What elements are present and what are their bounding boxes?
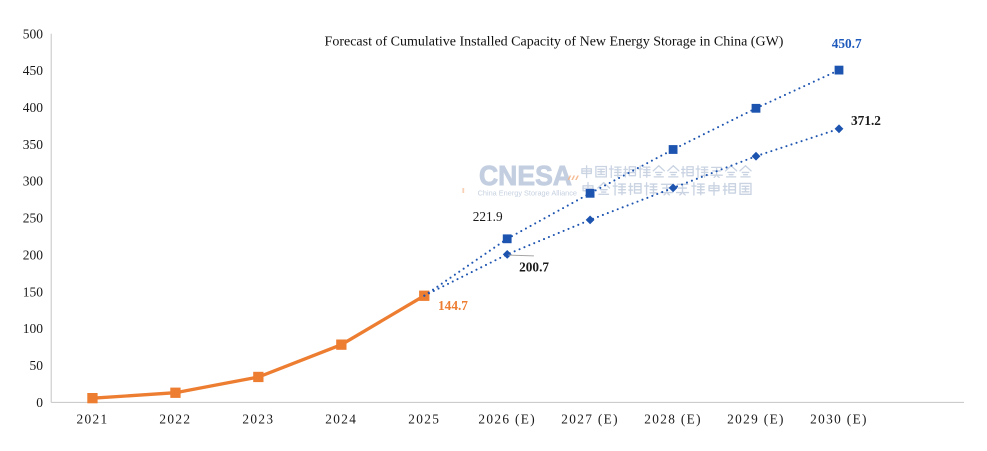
svg-text:100: 100 (23, 321, 44, 336)
svg-text:150: 150 (23, 284, 44, 299)
svg-text:221.9: 221.9 (473, 209, 503, 224)
svg-text:450.7: 450.7 (832, 36, 862, 51)
svg-text:200: 200 (23, 248, 44, 263)
svg-text:Forecast of Cumulative Install: Forecast of Cumulative Installed Capacit… (325, 34, 784, 49)
svg-text:2026 (E): 2026 (E) (478, 411, 536, 426)
svg-text:2023: 2023 (242, 411, 274, 426)
svg-text:2028 (E): 2028 (E) (644, 411, 702, 426)
svg-text:350: 350 (23, 137, 44, 152)
svg-text:China Energy Storage Alliance: China Energy Storage Alliance (478, 188, 577, 197)
svg-text:500: 500 (23, 26, 44, 41)
svg-text:0: 0 (36, 395, 43, 410)
svg-text:50: 50 (30, 358, 44, 373)
svg-text:144.7: 144.7 (438, 298, 468, 313)
svg-text:2024: 2024 (325, 411, 357, 426)
svg-text:200.7: 200.7 (519, 259, 549, 274)
svg-text:CNESA: CNESA (479, 160, 572, 191)
svg-text:2021: 2021 (77, 411, 109, 426)
svg-text:250: 250 (23, 211, 44, 226)
svg-text:300: 300 (23, 174, 44, 189)
svg-text:2027 (E): 2027 (E) (561, 411, 619, 426)
svg-text:400: 400 (23, 100, 44, 115)
svg-text:371.2: 371.2 (851, 113, 881, 128)
svg-text:2030 (E): 2030 (E) (810, 411, 868, 426)
svg-text:450: 450 (23, 63, 44, 78)
svg-text:2025: 2025 (408, 411, 440, 426)
svg-text:2022: 2022 (159, 411, 191, 426)
svg-text:2029 (E): 2029 (E) (727, 411, 785, 426)
